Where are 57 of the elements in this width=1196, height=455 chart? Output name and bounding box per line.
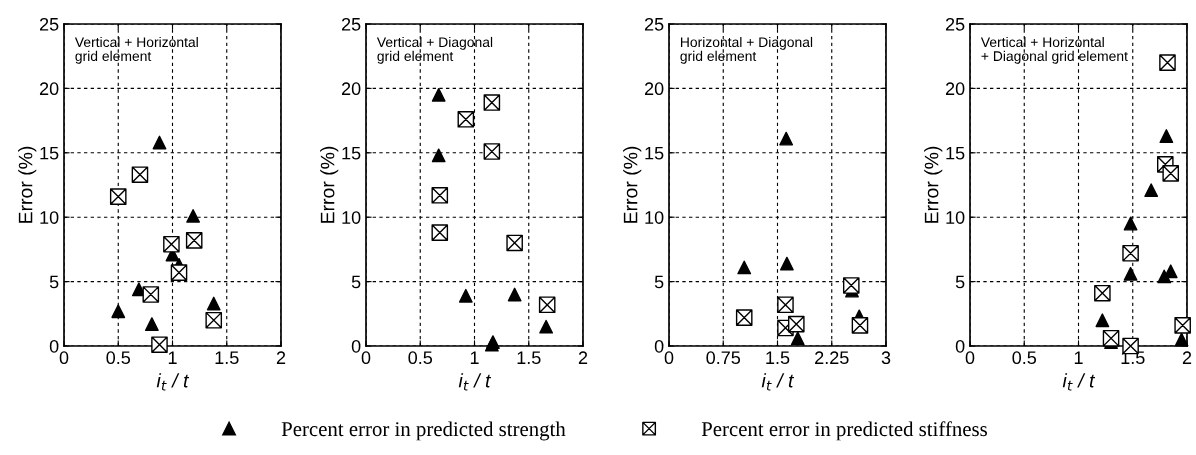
y-tick-label: 15 [946,146,965,160]
y-tick-label: 25 [945,17,965,31]
x-tick-label: 0 [965,351,975,365]
x-tick-label: 1 [470,351,479,364]
annotation: Vertical + Horizontal + Diagonal grid element [980,36,1128,64]
y-tick-label: 20 [39,82,59,96]
y-tick-label: 25 [39,17,59,31]
y-tick-label: 0 [351,339,361,353]
x-tick-label: 2 [578,351,588,364]
x-axis-title: i$_{t}$ / t [1062,373,1096,391]
x-tick-label: 0 [361,351,371,365]
x-tick-label: 2 [276,351,286,364]
y-axis-title: Error (%) [18,146,37,223]
y-tick-label: 25 [341,17,361,31]
y-tick-label: 20 [945,82,965,96]
x-tick-label: 1.5 [766,351,790,365]
y-tick-label: 0 [654,339,664,353]
x-axis-title: i$_{t}$ / t [761,373,795,391]
annotation: Vertical + Horizontal grid element [74,36,198,64]
y-tick-label: 15 [342,146,361,160]
x-tick-label: 1.5 [517,351,541,365]
x-axis-title: i$_{t}$ / t [156,373,190,391]
x-axis-title: i$_{t}$ / t [458,373,492,391]
x-tick-label: 0.5 [106,351,131,365]
y-tick-label: 10 [40,211,59,224]
y-tick-label: 5 [49,275,59,289]
x-tick-label: 2 [1182,351,1192,364]
y-tick-label: 10 [645,211,664,224]
y-tick-label: 10 [946,211,965,224]
annotation: Vertical + Diagonal grid element [376,36,493,64]
y-tick-label: 15 [645,146,664,160]
y-tick-label: 0 [955,339,965,353]
x-tick-label: 0 [59,351,69,365]
y-axis-title: Error (%) [924,146,943,223]
y-tick-label: 20 [644,82,664,96]
legend-label: Percent error in predicted strength [281,421,566,441]
y-axis-title: Error (%) [320,146,339,223]
x-tick-label: 0 [664,351,674,365]
x-tick-label: 1 [1074,351,1083,364]
y-tick-label: 25 [644,17,664,31]
x-tick-label: 1 [168,351,177,364]
y-tick-label: 10 [342,211,361,224]
x-tick-label: 0.5 [408,351,433,365]
y-tick-label: 20 [341,82,361,96]
x-tick-label: 2.25 [815,351,849,365]
x-tick-label: 0.75 [706,351,741,365]
y-axis-title: Error (%) [623,146,642,223]
y-tick-label: 5 [654,275,664,289]
annotation: Horizontal + Diagonal grid element [680,36,813,64]
x-tick-label: 1.5 [215,351,239,365]
y-tick-label: 15 [40,146,59,160]
x-tick-label: 0.5 [1012,351,1037,365]
x-tick-label: 3 [881,351,891,365]
y-tick-label: 5 [955,275,965,289]
legend-label: Percent error in predicted stiffness [701,421,987,441]
y-tick-label: 0 [49,339,59,353]
y-tick-label: 5 [351,275,361,289]
